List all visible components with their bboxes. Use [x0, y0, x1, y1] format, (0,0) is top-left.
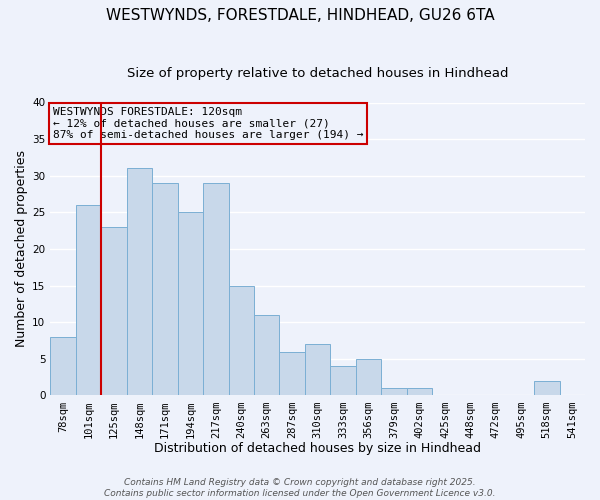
Bar — [534, 381, 560, 396]
Text: WESTWYNDS FORESTDALE: 120sqm
← 12% of detached houses are smaller (27)
87% of se: WESTWYNDS FORESTDALE: 120sqm ← 12% of de… — [53, 107, 364, 140]
Bar — [407, 388, 432, 396]
Bar — [50, 337, 76, 396]
Bar — [356, 359, 381, 396]
Bar — [305, 344, 331, 396]
Bar — [331, 366, 356, 396]
Bar — [152, 183, 178, 396]
Bar — [203, 183, 229, 396]
Bar — [254, 315, 280, 396]
Bar — [381, 388, 407, 396]
Text: Contains HM Land Registry data © Crown copyright and database right 2025.
Contai: Contains HM Land Registry data © Crown c… — [104, 478, 496, 498]
Bar — [76, 205, 101, 396]
Bar — [280, 352, 305, 396]
Bar — [178, 212, 203, 396]
Bar — [229, 286, 254, 396]
Title: Size of property relative to detached houses in Hindhead: Size of property relative to detached ho… — [127, 68, 508, 80]
Bar — [127, 168, 152, 396]
Text: WESTWYNDS, FORESTDALE, HINDHEAD, GU26 6TA: WESTWYNDS, FORESTDALE, HINDHEAD, GU26 6T… — [106, 8, 494, 22]
X-axis label: Distribution of detached houses by size in Hindhead: Distribution of detached houses by size … — [154, 442, 481, 455]
Y-axis label: Number of detached properties: Number of detached properties — [15, 150, 28, 348]
Bar — [101, 227, 127, 396]
